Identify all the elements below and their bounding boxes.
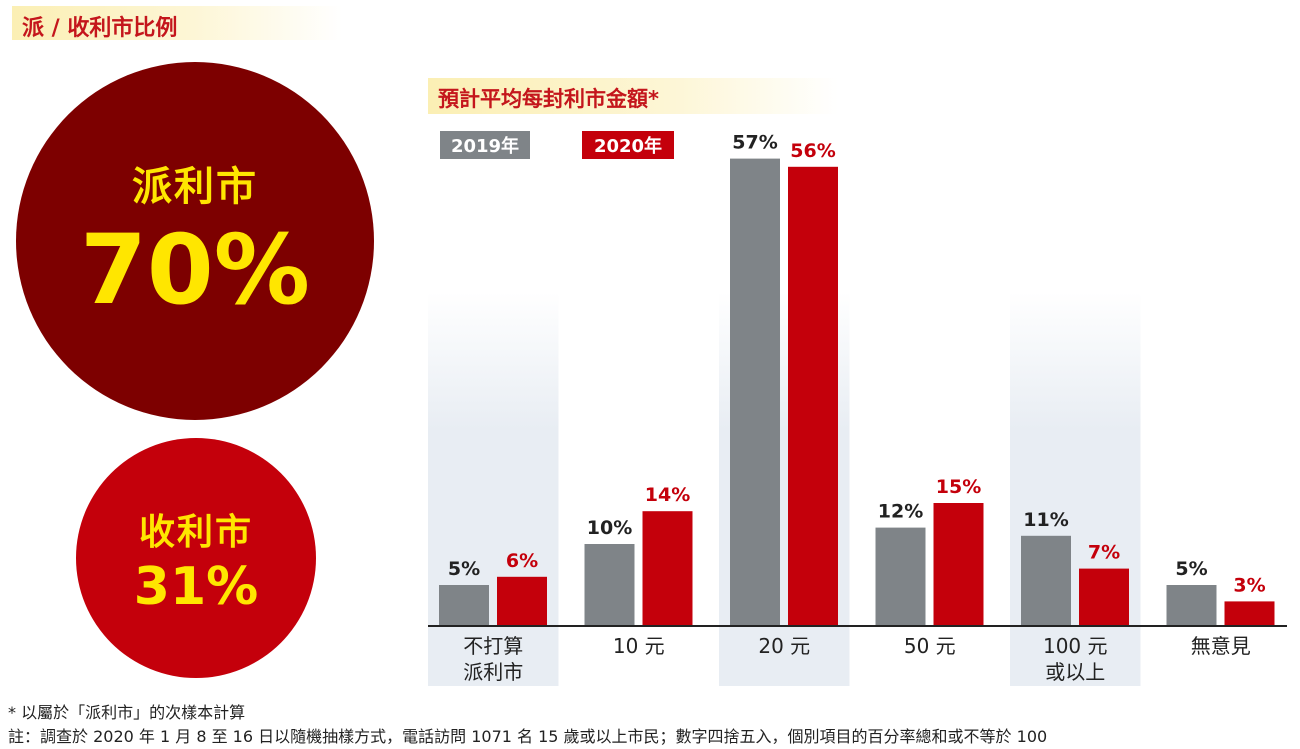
bar-2020年-3 (933, 503, 984, 626)
bar-2019年-4 (1021, 535, 1071, 626)
category-label: 50 元 (904, 634, 956, 658)
receive-label: 收利市 (138, 512, 253, 553)
bar-2019年-1 (584, 544, 635, 626)
data-label: 57% (732, 132, 777, 154)
data-label: 3% (1233, 574, 1265, 596)
receive-value: 31% (133, 557, 259, 617)
bar-2020年-0 (497, 576, 547, 626)
data-label: 7% (1088, 542, 1120, 564)
bar-2020年-1 (642, 511, 693, 626)
legend-2020: 2020年 (582, 131, 674, 159)
category-label: 10 元 (613, 634, 665, 658)
data-label: 6% (506, 550, 538, 572)
data-label: 15% (936, 476, 981, 498)
chart-title: 預計平均每封利市金額* (438, 87, 659, 111)
data-label: 12% (878, 501, 923, 523)
bar-2020年-5 (1224, 601, 1275, 626)
data-label: 5% (1175, 558, 1207, 580)
bar-2019年-3 (875, 527, 926, 626)
category-label: 不打算 (463, 634, 523, 658)
bar-2020年-4 (1079, 568, 1129, 626)
category-label: 或以上 (1045, 660, 1105, 684)
bar-2020年-2 (788, 166, 838, 627)
data-label: 56% (790, 140, 835, 162)
footnote-method: 註：調查於 2020 年 1 月 8 至 16 日以隨機抽樣方式，電話訪問 10… (8, 727, 1048, 746)
category-label: 100 元 (1043, 634, 1108, 658)
category-label: 無意見 (1191, 634, 1251, 658)
bar-2019年-0 (439, 585, 489, 626)
section-title: 派 / 收利市比例 (22, 16, 178, 41)
give-label: 派利市 (132, 164, 258, 210)
data-label: 11% (1023, 509, 1068, 531)
bar-2019年-2 (730, 158, 780, 626)
give-red-packet-circle: 派利市 70% (16, 62, 374, 420)
category-label: 20 元 (758, 634, 810, 658)
give-value: 70% (80, 214, 310, 326)
footnote-sample: * 以屬於「派利市」的次樣本計算 (8, 703, 246, 722)
receive-red-packet-circle: 收利市 31% (76, 438, 316, 678)
chart-title-banner: 預計平均每封利市金額* (428, 78, 838, 114)
section-title-banner: 派 / 收利市比例 (12, 6, 342, 41)
data-label: 10% (587, 517, 632, 539)
legend-2019: 2019年 (440, 131, 530, 159)
data-label: 14% (645, 484, 690, 506)
category-label: 派利市 (463, 660, 523, 684)
bar-2019年-5 (1166, 585, 1217, 626)
data-label: 5% (448, 558, 480, 580)
